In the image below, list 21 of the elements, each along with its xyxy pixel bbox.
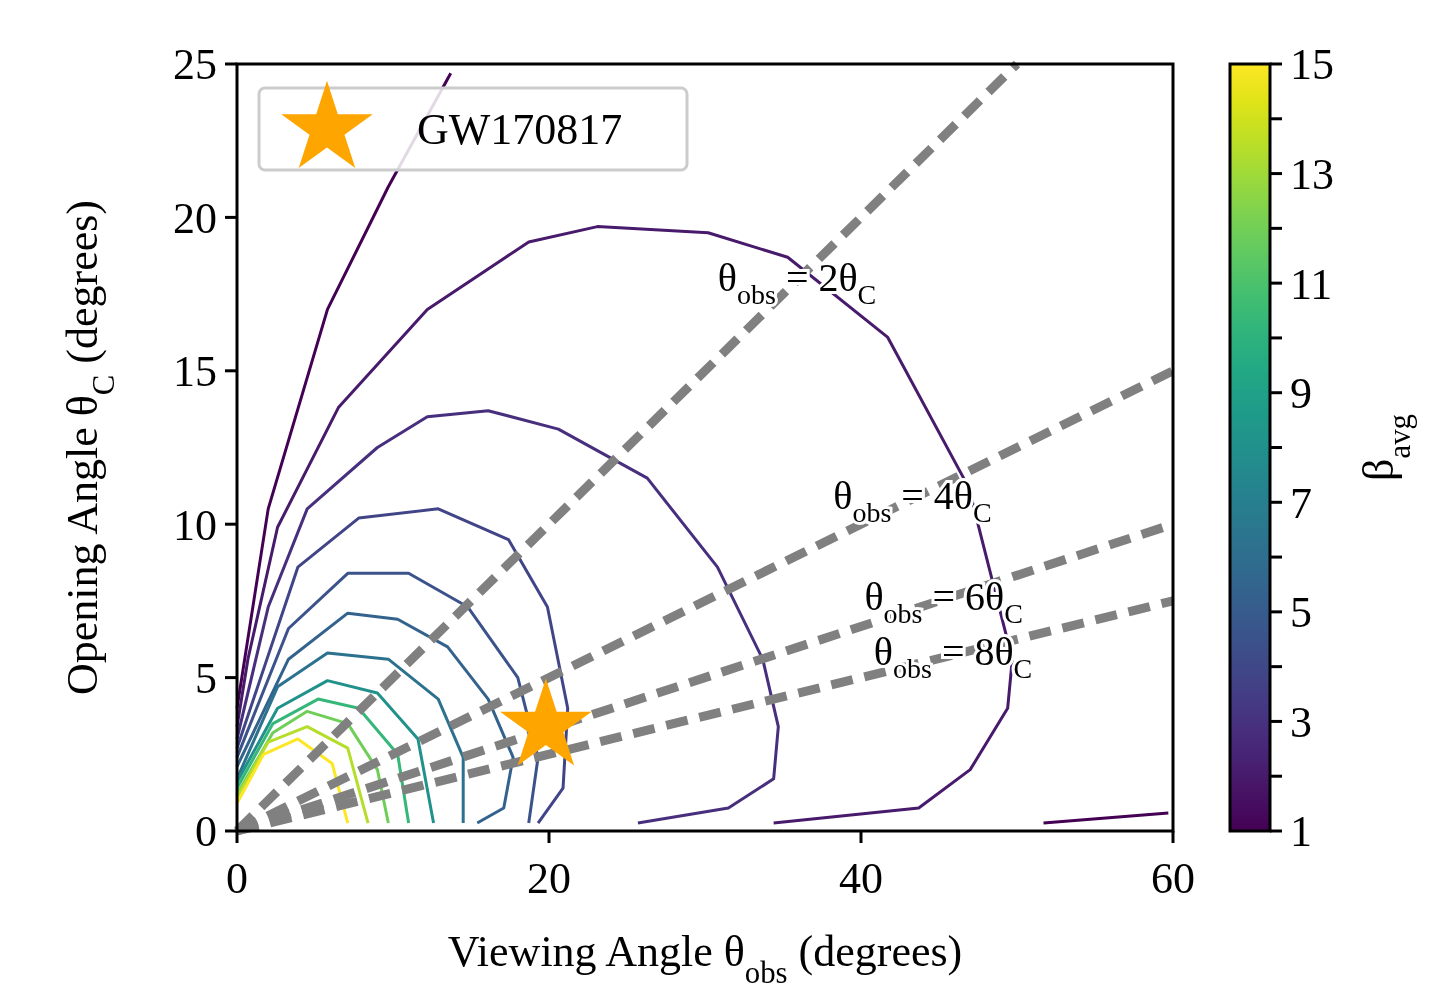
x-tick-label: 0 <box>226 854 248 903</box>
color-bar-label: 7 <box>1290 478 1312 528</box>
legend: GW170817 <box>257 80 689 172</box>
y-tick-label: 20 <box>173 193 217 243</box>
y-tick-label: 25 <box>173 40 217 90</box>
x-tick-label: 20 <box>527 854 571 903</box>
y-tick-label: 5 <box>195 654 217 703</box>
color-bar-label: 15 <box>1290 40 1334 90</box>
color-bar-label: 9 <box>1290 369 1312 419</box>
color-bar-label: 3 <box>1290 697 1312 747</box>
y-tick-label: 0 <box>195 807 217 857</box>
x-tick-label: 40 <box>839 854 883 903</box>
x-tick-label: 60 <box>1151 854 1195 903</box>
color-bar-label: 5 <box>1290 588 1312 638</box>
y-tick-label: 10 <box>173 500 217 550</box>
color-bar-label: 1 <box>1290 807 1312 857</box>
y-tick-label: 15 <box>173 347 217 397</box>
legend-label: GW170817 <box>417 105 623 155</box>
color-bar-label: 11 <box>1290 259 1333 309</box>
x-axis-title: Viewing Angle θ$_{obs}$ (degrees) <box>447 927 963 990</box>
color-bar-label: 13 <box>1290 149 1334 199</box>
